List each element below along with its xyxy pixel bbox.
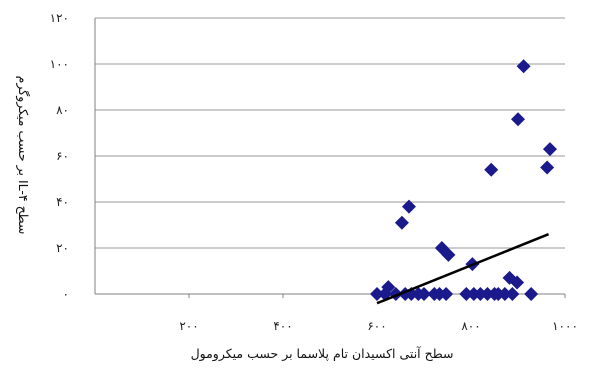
y-tick-labels: ۰ ۲۰ ۴۰ ۶۰ ۸۰ ۱۰۰ ۱۲۰ <box>50 11 69 301</box>
data-point <box>510 275 525 290</box>
gridlines <box>95 17 565 249</box>
data-point <box>524 287 539 301</box>
x-tick-label: ۱۰۰۰ <box>552 319 578 333</box>
data-point <box>401 199 416 214</box>
data-point <box>394 215 409 230</box>
data-point <box>505 287 520 301</box>
data-point <box>370 287 384 301</box>
x-tick-labels: ۲۰۰ ۴۰۰ ۶۰۰ ۸۰۰ ۱۰۰۰ <box>179 294 578 333</box>
data-point <box>417 287 431 301</box>
x-tick-label: ۶۰۰ <box>367 319 386 333</box>
y-axis-title: سطح IL-۴ بر حسب میکروگرم <box>15 76 31 235</box>
y-tick-label: ۶۰ <box>56 149 69 163</box>
data-point <box>441 247 456 262</box>
data-point <box>511 112 525 127</box>
trendline <box>376 233 550 305</box>
data-point <box>480 287 495 301</box>
y-tick-label: ۴۰ <box>56 195 69 209</box>
x-tick-label: ۴۰۰ <box>273 319 292 333</box>
x-tick-label: ۲۰۰ <box>179 319 198 333</box>
data-point <box>473 287 488 301</box>
y-tick-label: ۸۰ <box>56 103 69 117</box>
data-point <box>542 142 557 157</box>
x-axis-title: سطح آنتی اکسیدان تام پلاسما بر حسب میکرو… <box>191 346 454 362</box>
data-point <box>540 160 555 175</box>
data-point <box>459 287 474 301</box>
y-tick-label: ۲۰ <box>56 241 69 255</box>
data-point <box>381 280 396 295</box>
y-tick-label: ۱۲۰ <box>50 11 69 25</box>
y-tick-label: ۱۰۰ <box>50 57 69 71</box>
x-tick-label: ۸۰۰ <box>461 319 480 333</box>
data-point <box>439 287 454 301</box>
data-point <box>497 287 512 301</box>
data-point <box>484 162 499 177</box>
y-tick-label: ۰ <box>63 287 69 301</box>
data-points <box>370 59 557 301</box>
data-point <box>516 59 531 74</box>
